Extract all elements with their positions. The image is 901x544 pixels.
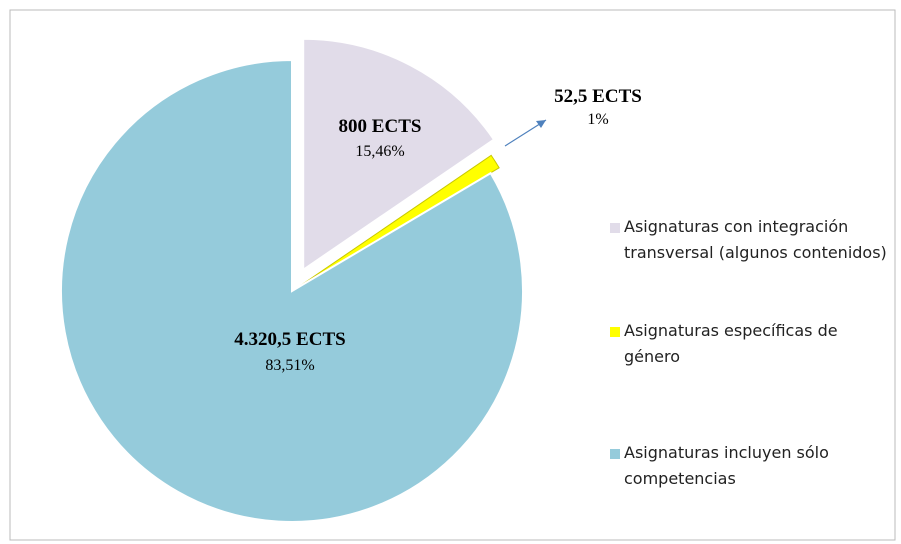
percent-label: 15,46% xyxy=(355,143,404,160)
plot-frame xyxy=(9,9,896,541)
legend-swatch xyxy=(610,327,620,337)
legend-label: Asignaturas específicas de género xyxy=(624,321,838,366)
legend-label: Asignaturas con integración transversal … xyxy=(624,217,887,262)
percent-label: 1% xyxy=(587,111,608,128)
pie-slice xyxy=(60,58,524,523)
value-label: 52,5 ECTS xyxy=(554,86,642,107)
legend-swatch xyxy=(610,223,620,233)
value-label: 800 ECTS xyxy=(339,116,422,137)
legend-label: Asignaturas incluyen sólo competencias xyxy=(624,443,829,488)
pie-slice xyxy=(302,37,496,272)
pie-slice xyxy=(300,154,500,287)
legend-swatch xyxy=(610,449,620,459)
value-label: 4.320,5 ECTS xyxy=(234,329,345,350)
arrow-head xyxy=(536,120,546,128)
percent-label: 83,51% xyxy=(265,357,314,374)
